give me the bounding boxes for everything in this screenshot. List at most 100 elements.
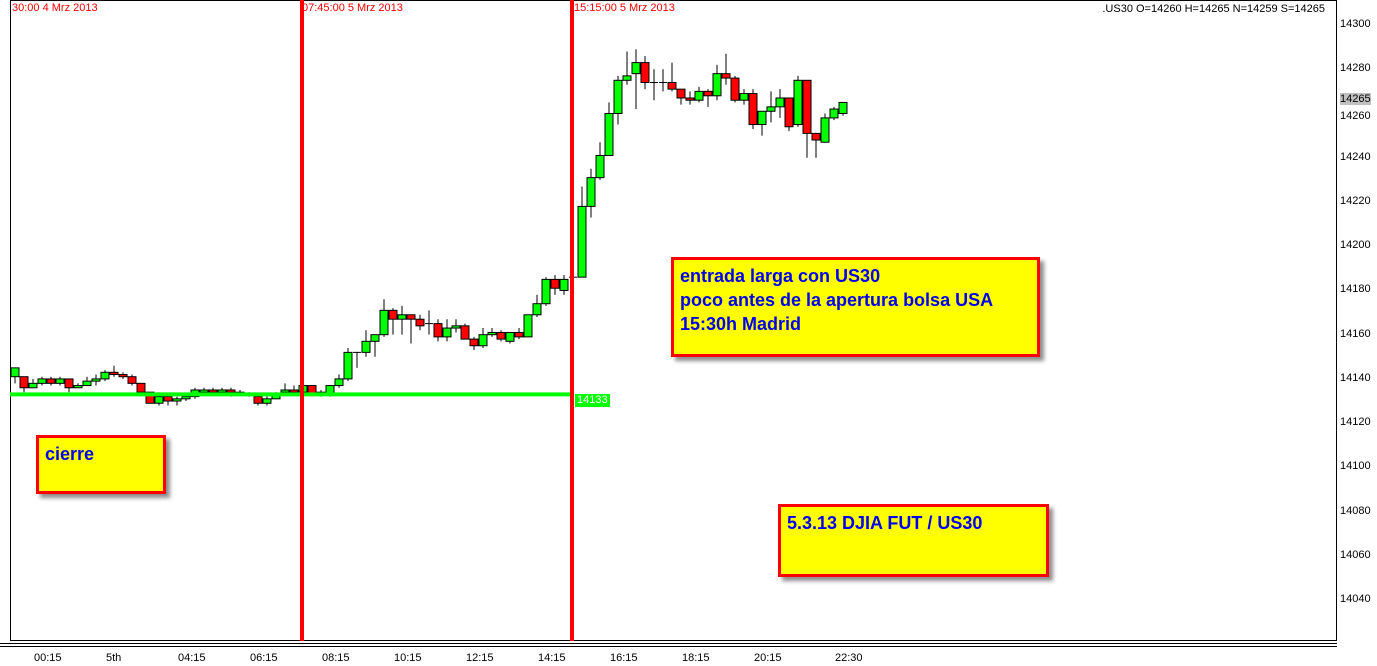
candle	[379, 299, 389, 337]
candle-body	[280, 389, 290, 393]
candle	[659, 69, 667, 92]
candle-body	[415, 318, 425, 327]
candle	[650, 69, 658, 101]
candle	[469, 336, 479, 351]
vline-label-left: 30:00 4 Mrz 2013	[12, 2, 98, 14]
candle	[136, 382, 146, 393]
candle-body	[334, 378, 344, 387]
price-tick-label: 14180	[1340, 283, 1371, 296]
price-tick-label: 14200	[1340, 239, 1371, 252]
candle	[406, 314, 416, 344]
candle	[775, 89, 785, 118]
candle	[793, 75, 803, 127]
candle-body	[127, 376, 137, 384]
candle	[613, 75, 623, 125]
candle-body	[721, 73, 731, 79]
candle-body	[739, 93, 749, 101]
time-tick-label: 12:15	[466, 652, 494, 664]
candle	[127, 374, 137, 386]
candle-body	[82, 380, 92, 387]
candle	[442, 319, 452, 342]
candle-body	[289, 389, 299, 393]
vline-label-0745: 07:45:00 5 Mrz 2013	[302, 2, 403, 14]
candle	[19, 376, 29, 393]
candle-body	[109, 371, 119, 375]
price-tick-label: 14120	[1340, 416, 1371, 429]
candle	[559, 274, 569, 295]
candle-body	[73, 385, 83, 389]
candle-body	[550, 278, 560, 289]
candle-body	[487, 331, 497, 336]
candle	[505, 331, 515, 344]
candle-body	[640, 62, 650, 84]
note-cierre[interactable]: cierre	[36, 435, 166, 494]
candle-body	[154, 396, 164, 404]
price-tick-label: 14300	[1340, 18, 1371, 30]
candle-body	[145, 391, 155, 404]
price-tick-label: 14160	[1340, 327, 1371, 340]
candle-body	[253, 396, 263, 404]
time-tick-label: 00:15	[34, 652, 62, 664]
candle-body	[667, 82, 677, 90]
candle-body	[820, 117, 830, 143]
candle-body	[541, 278, 551, 305]
candle	[748, 89, 758, 129]
candle	[640, 55, 650, 90]
price-tick-label: 14080	[1340, 504, 1371, 517]
candle	[838, 101, 848, 116]
candle-body	[775, 97, 785, 108]
candle	[46, 376, 56, 386]
candle	[703, 89, 713, 107]
note-title[interactable]: 5.3.13 DJIA FUT / US30	[778, 504, 1049, 577]
candle	[353, 351, 361, 368]
candle	[802, 79, 812, 158]
price-tick-label: 14060	[1340, 548, 1371, 561]
candle-body	[712, 73, 722, 97]
candle-body	[496, 331, 506, 340]
candle	[172, 396, 182, 406]
candle-body	[64, 378, 74, 389]
candle-body	[28, 382, 38, 389]
candle	[451, 319, 461, 333]
candle-body	[370, 334, 380, 342]
candle	[496, 330, 506, 342]
candle	[577, 186, 587, 278]
candle	[676, 88, 686, 105]
candle-body	[595, 155, 605, 179]
price-tick-label: 14040	[1340, 593, 1371, 606]
price-tick-label: 14260	[1340, 110, 1371, 123]
candle	[433, 319, 443, 342]
candle	[425, 310, 433, 335]
candle-body	[469, 338, 479, 347]
note-entrada-larga[interactable]: entrada larga con US30 poco antes de la …	[671, 257, 1040, 357]
candle-body	[451, 325, 461, 329]
candle	[667, 62, 677, 92]
candle-body	[343, 351, 353, 380]
time-tick-label: 06:15	[250, 652, 278, 664]
candle-body	[505, 331, 515, 342]
candle	[28, 378, 38, 389]
candle-body	[532, 303, 542, 316]
candle-body	[136, 382, 146, 393]
price-tick-label: 14100	[1340, 460, 1371, 473]
candle-body	[514, 331, 524, 338]
candle	[730, 75, 740, 103]
candle	[757, 110, 767, 136]
overlay-layer	[10, 0, 574, 641]
candle-body	[442, 327, 452, 338]
ohlc-info: .US30 O=14260 H=14265 N=14259 S=14265	[1102, 3, 1325, 15]
candle-body	[793, 79, 803, 126]
candle-body	[172, 398, 182, 402]
candle	[343, 347, 353, 382]
time-tick-label: 08:15	[322, 652, 350, 664]
candle	[118, 372, 128, 379]
candle-body	[118, 373, 128, 378]
candle-body	[46, 378, 56, 384]
candle	[712, 64, 722, 101]
candle	[739, 89, 749, 105]
hline-price-label: 14133	[575, 394, 610, 407]
candle	[370, 334, 380, 357]
candle-body	[397, 314, 407, 320]
candle-body	[361, 340, 371, 353]
candle	[811, 132, 821, 158]
